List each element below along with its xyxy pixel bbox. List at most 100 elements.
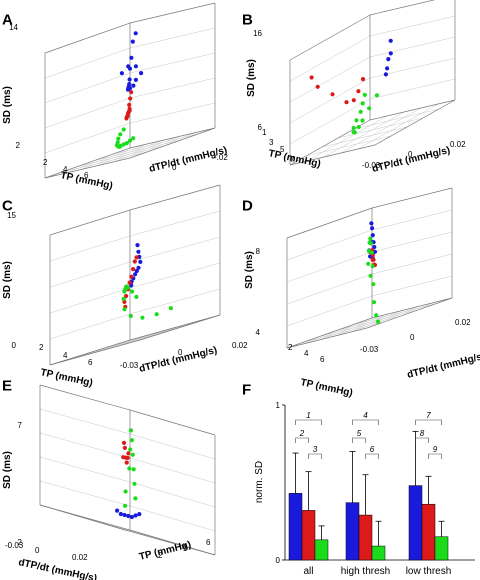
data-point-red <box>309 75 314 80</box>
data-point-blue <box>129 55 134 60</box>
data-point-blue <box>136 249 141 254</box>
data-point-green <box>123 503 128 508</box>
axis-edge <box>129 409 216 436</box>
axis-edge <box>371 297 453 319</box>
z-tick-label: -0.03 <box>120 361 139 370</box>
grid-line <box>289 98 371 145</box>
grid-line <box>286 273 373 305</box>
data-point-blue <box>127 86 133 91</box>
data-point-red <box>370 257 375 262</box>
z-tick-label: 0 <box>178 348 183 357</box>
grid-line <box>369 15 456 37</box>
data-point-blue <box>135 243 140 248</box>
x-tick-label: 2 <box>288 343 293 352</box>
data-point-green <box>128 428 134 433</box>
axis-edge <box>49 209 131 236</box>
data-point-blue <box>119 71 124 76</box>
grid-line <box>371 275 453 297</box>
bar-blue <box>345 502 360 561</box>
x-tick-label: 0.02 <box>72 553 88 562</box>
grid-line <box>337 117 424 139</box>
data-point-red <box>315 84 320 89</box>
grid-line <box>289 56 371 103</box>
significance-label: 9 <box>433 445 438 454</box>
grid-line <box>78 139 165 171</box>
data-point-red <box>351 98 356 103</box>
data-point-green <box>356 124 361 130</box>
panel-letter: C <box>2 197 13 214</box>
significance-bracket <box>415 437 429 443</box>
data-point-red <box>125 113 130 119</box>
data-point-green <box>115 140 120 145</box>
axis-edge <box>369 99 456 121</box>
data-point-green <box>369 250 374 255</box>
data-point-red <box>121 455 126 460</box>
grid-line <box>289 35 371 82</box>
grid-line <box>44 122 131 154</box>
y-tick-label: 7 <box>18 421 23 430</box>
data-point-green <box>154 312 159 317</box>
panel-letter: E <box>2 377 12 394</box>
grid-line <box>49 287 131 314</box>
bar-green <box>314 539 329 561</box>
significance-bracket <box>352 419 379 425</box>
panel-d: D SD (ms) TP (mmHg) dTP/dt (mmHg/s) 2 4 6 4 8 -0.… <box>242 187 480 399</box>
grid-line <box>49 261 131 288</box>
grid-line <box>112 133 199 155</box>
significance-label: 3 <box>313 445 318 454</box>
data-point-blue <box>372 244 377 250</box>
panel-letter: B <box>242 11 253 28</box>
y-axis-label: SD (ms) <box>2 86 13 124</box>
y-tick-label: 1 <box>276 401 281 410</box>
significance-bracket <box>295 419 322 425</box>
panel-e: ESD (ms)dTP/dt (mmHg/s)TP (mmHg)-0.0300.… <box>2 377 216 580</box>
data-point-blue <box>385 66 390 71</box>
data-point-red <box>121 440 127 445</box>
grid-line <box>129 457 216 484</box>
significance-bracket <box>428 453 442 459</box>
axis-edge <box>286 207 373 239</box>
x-tick-label: 5 <box>280 145 285 154</box>
data-point-green <box>127 138 133 143</box>
axis-edge <box>289 14 371 61</box>
data-point-green <box>140 315 145 320</box>
y-tick-label: 2 <box>18 538 23 547</box>
significance-label: 5 <box>357 429 362 438</box>
grid-line <box>305 135 392 157</box>
data-point-green <box>375 319 381 324</box>
data-point-green <box>124 141 129 146</box>
data-point-blue <box>129 514 134 520</box>
x-tick-label: 3 <box>269 138 274 147</box>
significance-bracket <box>352 437 366 443</box>
data-point-red <box>127 108 132 113</box>
data-point-blue <box>130 39 135 44</box>
z-tick-label: 0 <box>408 150 413 159</box>
grid-line <box>95 135 182 167</box>
data-point-green <box>122 289 127 294</box>
z-tick-label: 0.02 <box>232 341 248 350</box>
data-point-green <box>128 313 133 319</box>
grid-line <box>323 111 405 158</box>
axis-edge <box>129 2 216 24</box>
y-tick-label: 16 <box>253 29 262 38</box>
grid-line <box>371 209 453 231</box>
x-tick-label: 0 <box>35 546 40 555</box>
x-tick-label: 4 <box>63 165 68 174</box>
x-axis-label: TP (mmHg) <box>39 367 93 389</box>
data-point-green <box>133 496 138 501</box>
data-point-blue <box>133 513 138 518</box>
data-point-red <box>124 293 129 299</box>
grid-line <box>369 57 456 79</box>
y-tick-label: 0 <box>12 341 17 350</box>
data-point-red <box>127 102 132 107</box>
data-point-green <box>131 467 136 472</box>
data-point-blue <box>139 71 144 76</box>
data-point-green <box>368 236 373 241</box>
grid-line <box>39 408 131 435</box>
data-point-green <box>366 261 371 266</box>
axis-edge <box>129 127 216 159</box>
grid-line <box>129 52 216 74</box>
axis-edge <box>366 297 453 329</box>
axis-edge <box>371 187 453 209</box>
